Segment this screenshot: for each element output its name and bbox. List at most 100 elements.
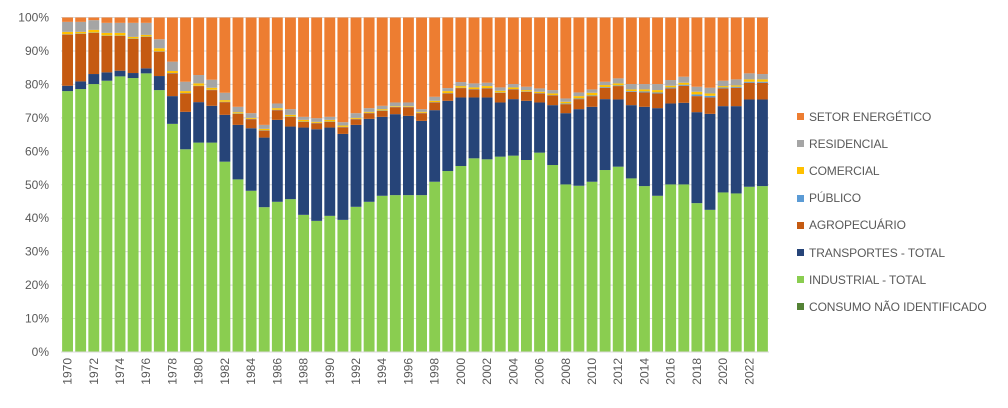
bar-segment-industrial-total-2005	[521, 160, 532, 352]
bar-segment-industrial-total-1986	[271, 201, 283, 352]
bar-segment-comercial-1989	[311, 121, 323, 123]
bar-segment-transportes-total-2022	[743, 99, 755, 187]
bar-segment-industrial-total-1996	[403, 195, 414, 352]
bar-segment-agropecu-rio-1975	[127, 38, 139, 74]
bar-segment-transportes-total-1975	[127, 73, 139, 79]
bar-segment-industrial-total-2010	[586, 181, 598, 352]
bar-segment-setor-energ-tico-2017	[678, 17, 690, 77]
bar-segment-industrial-total-1990	[324, 215, 336, 352]
bar-segment-transportes-total-1997	[416, 120, 427, 196]
bar-segment-agropecu-rio-1984	[245, 119, 257, 129]
legend-swatch-icon	[797, 113, 804, 121]
bar-segment-transportes-total-2019	[704, 113, 716, 210]
bar-segment-setor-energ-tico-2014	[639, 17, 650, 85]
x-tick-label: 1976	[139, 358, 153, 385]
bar-segment-agropecu-rio-2002	[481, 88, 493, 98]
bar-segment-p-blico-2019	[704, 95, 716, 98]
bar-segment-agropecu-rio-1994	[376, 110, 388, 117]
x-axis-ticks: 1970 1972 1974 1976 1978 1980 1982 1984 1986 1988…	[61, 358, 757, 385]
bar-segment-industrial-total-1998	[429, 181, 441, 352]
bar-segment-comercial-2009	[573, 96, 585, 99]
bar-segment-residencial-2014	[639, 84, 650, 90]
bar-segment-industrial-total-1983	[232, 179, 244, 352]
bar-segment-transportes-total-2004	[507, 99, 519, 156]
bar-segment-industrial-total-2009	[573, 185, 585, 352]
bar-segment-setor-energ-tico-1986	[271, 17, 283, 104]
bar-segment-comercial-1993	[363, 111, 375, 113]
bar-segment-agropecu-rio-2007	[547, 95, 559, 106]
bar-segment-comercial-2000	[455, 86, 467, 88]
bar-segment-p-blico-2013	[625, 91, 637, 92]
bar-segment-comercial-1988	[298, 119, 309, 122]
legend-item-transportes: TRANSPORTES - TOTAL	[797, 239, 987, 266]
bar-segment-residencial-2021	[730, 79, 742, 86]
bar-segment-residencial-2020	[717, 80, 729, 87]
bar-segment-p-blico-2014	[639, 91, 650, 93]
x-tick-label: 1972	[87, 358, 101, 385]
bar-segment-setor-energ-tico-2004	[507, 17, 519, 85]
bar-segment-residencial-1997	[416, 109, 427, 112]
bar-segment-transportes-total-2016	[665, 103, 677, 185]
bar-segment-setor-energ-tico-1983	[232, 17, 244, 107]
y-tick-label: 40%	[25, 211, 49, 225]
bar-segment-setor-energ-tico-1987	[285, 17, 296, 110]
legend-swatch-icon	[797, 194, 804, 202]
bar-segment-industrial-total-2001	[468, 158, 480, 352]
bar-segment-agropecu-rio-1978	[167, 73, 178, 97]
bar-segment-agropecu-rio-2011	[599, 87, 611, 100]
bar-segment-agropecu-rio-1983	[232, 113, 244, 125]
legend-label: COMERCIAL	[809, 163, 880, 178]
x-tick-label: 1988	[297, 358, 311, 385]
bar-segment-agropecu-rio-2016	[665, 88, 677, 104]
bar-segment-residencial-1988	[298, 116, 309, 120]
bar-segment-residencial-2015	[652, 84, 663, 91]
bar-segment-residencial-2011	[599, 81, 611, 86]
bar-segment-industrial-total-1977	[153, 90, 165, 352]
bar-segment-industrial-total-2015	[652, 195, 663, 352]
bar-segment-residencial-2006	[534, 88, 545, 92]
bar-segment-comercial-1997	[416, 111, 427, 113]
x-tick-label: 1992	[349, 358, 363, 385]
bar-segment-residencial-1999	[442, 88, 454, 92]
x-tick-label: 2004	[506, 358, 520, 385]
bar-segment-industrial-total-2000	[455, 166, 467, 352]
bar-segment-agropecu-rio-1991	[337, 127, 349, 134]
bar-segment-agropecu-rio-1974	[114, 35, 126, 71]
bar-segment-residencial-1998	[429, 96, 441, 101]
x-tick-label: 1974	[113, 358, 127, 385]
bar-segment-agropecu-rio-1999	[442, 93, 454, 101]
bar-segment-setor-energ-tico-2022	[743, 17, 755, 74]
bar-segment-p-blico-2009	[573, 98, 585, 100]
bar-segment-industrial-total-1974	[114, 76, 126, 353]
bar-segment-residencial-2003	[494, 87, 506, 91]
bar-segment-residencial-1973	[101, 22, 113, 33]
x-tick-label: 1998	[428, 358, 442, 385]
bar-segment-agropecu-rio-2010	[586, 96, 598, 107]
bar-segment-setor-energ-tico-1997	[416, 17, 427, 110]
bar-segment-residencial-1978	[167, 61, 178, 72]
bar-segment-agropecu-rio-2009	[573, 99, 585, 110]
bar-segment-setor-energ-tico-1985	[258, 17, 270, 125]
bar-segment-setor-energ-tico-1996	[403, 17, 414, 103]
bar-segment-transportes-total-2008	[560, 113, 572, 185]
y-tick-label: 80%	[25, 77, 49, 91]
bar-segment-setor-energ-tico-2002	[481, 17, 493, 83]
bar-segment-agropecu-rio-2019	[704, 97, 716, 114]
bar-segment-residencial-1971	[75, 21, 87, 32]
bar-segment-setor-energ-tico-2021	[730, 17, 742, 80]
bar-segment-industrial-total-1979	[180, 149, 191, 352]
x-tick-label: 2000	[454, 358, 468, 385]
bar-segment-comercial-2006	[534, 91, 545, 94]
bar-segment-agropecu-rio-2003	[494, 92, 506, 103]
bar-segment-setor-energ-tico-2018	[691, 17, 703, 87]
bar-segment-setor-energ-tico-1972	[88, 17, 100, 21]
bar-segment-industrial-total-2006	[534, 152, 545, 352]
bar-segment-p-blico-2011	[599, 87, 611, 88]
bar-segment-residencial-1981	[206, 79, 218, 88]
bar-segment-transportes-total-2005	[521, 100, 532, 160]
bar-segment-comercial-1995	[389, 106, 401, 107]
bar-segment-agropecu-rio-1985	[258, 130, 270, 138]
bar-segment-agropecu-rio-2015	[652, 93, 663, 109]
bar-segment-transportes-total-2009	[573, 109, 585, 186]
bar-segment-comercial-1985	[258, 128, 270, 131]
